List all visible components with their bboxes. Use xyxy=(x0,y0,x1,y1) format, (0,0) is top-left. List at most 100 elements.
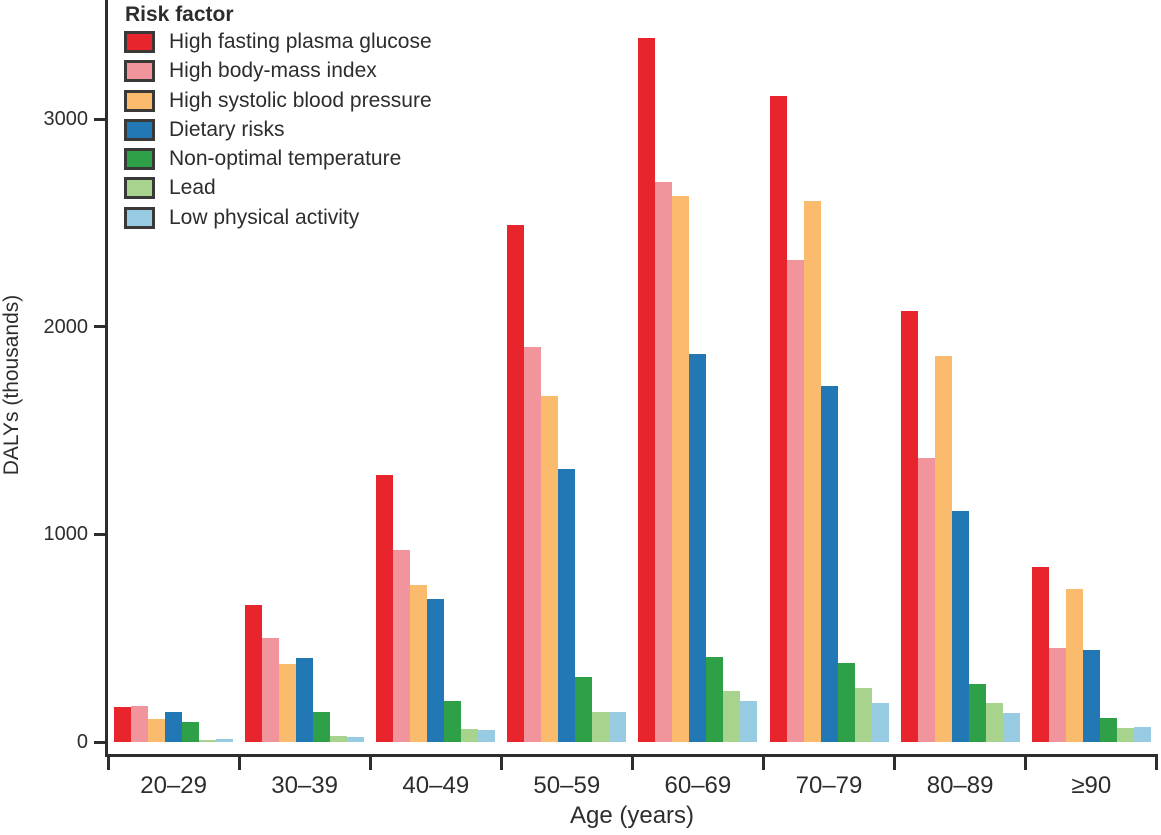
x-tick-label-70-79: 70–79 xyxy=(795,772,863,799)
bar-high-systolic-blood-pressure-70-79 xyxy=(803,201,821,742)
bar-non-optimal-temperature-80-89 xyxy=(968,684,986,742)
bar-low-physical-activity-50-59 xyxy=(609,712,627,742)
bar-high-fasting-plasma-glucose-90 xyxy=(1031,566,1049,742)
legend-item-high-fasting-plasma-glucose: High fasting plasma glucose xyxy=(124,30,432,53)
bar-high-body-mass-index-70-79 xyxy=(786,260,804,742)
bar-low-physical-activity-20-29 xyxy=(216,738,234,742)
x-axis-title: Age (years) xyxy=(569,802,695,829)
bar-non-optimal-temperature-40-49 xyxy=(444,701,462,742)
bar-group-50-59 xyxy=(501,0,632,742)
bar-high-body-mass-index-30-39 xyxy=(262,638,280,742)
x-tick-8 xyxy=(1155,754,1159,770)
legend-swatch-icon xyxy=(124,89,155,112)
legend-swatch-icon xyxy=(124,31,155,53)
x-tick-label-40-49: 40–49 xyxy=(402,772,470,799)
y-tick-label-1000: 1000 xyxy=(43,523,89,546)
legend-label: High systolic blood pressure xyxy=(169,88,432,112)
x-tick-label-50-59: 50–59 xyxy=(533,772,601,799)
bar-non-optimal-temperature-30-39 xyxy=(313,712,331,742)
legend-item-high-body-mass-index: High body-mass index xyxy=(124,59,432,83)
bar-group-90 xyxy=(1026,0,1157,742)
bar-lead-50-59 xyxy=(592,711,610,742)
bar-lead-30-39 xyxy=(330,736,348,742)
bar-high-fasting-plasma-glucose-70-79 xyxy=(769,96,787,742)
bar-group-20-29 xyxy=(108,0,239,742)
bar-lead-80-89 xyxy=(985,703,1003,742)
legend-swatch-icon xyxy=(124,177,155,200)
bar-low-physical-activity-70-79 xyxy=(871,702,889,742)
x-tick-label-30-39: 30–39 xyxy=(271,772,338,799)
bar-non-optimal-temperature-70-79 xyxy=(837,663,855,742)
legend-label: Lead xyxy=(169,176,216,200)
bar-lead-20-29 xyxy=(199,739,217,742)
bar-high-systolic-blood-pressure-30-39 xyxy=(279,664,297,742)
bar-dietary-risks-40-49 xyxy=(427,598,445,742)
x-tick-label-90: ≥90 xyxy=(1071,772,1112,799)
bar-high-fasting-plasma-glucose-80-89 xyxy=(900,311,918,742)
y-tick-label-2000: 2000 xyxy=(43,315,89,338)
bar-low-physical-activity-60-69 xyxy=(740,701,758,742)
y-axis-line xyxy=(105,0,108,756)
legend-label: Non-optimal temperature xyxy=(169,147,402,171)
bar-high-systolic-blood-pressure-20-29 xyxy=(148,719,166,742)
bar-dietary-risks-80-89 xyxy=(951,510,969,742)
bar-high-systolic-blood-pressure-90 xyxy=(1065,589,1083,742)
legend-item-non-optimal-temperature: Non-optimal temperature xyxy=(124,147,432,171)
x-tick-3 xyxy=(499,754,503,770)
y-tick-label-0: 0 xyxy=(76,731,88,753)
bar-lead-90 xyxy=(1116,727,1134,742)
y-tick-0 xyxy=(94,740,108,744)
x-tick-7 xyxy=(1024,754,1028,770)
legend-label: Low physical activity xyxy=(169,205,360,229)
bar-non-optimal-temperature-90 xyxy=(1099,717,1117,742)
x-tick-0 xyxy=(106,754,110,770)
bar-high-fasting-plasma-glucose-60-69 xyxy=(638,38,656,742)
bar-group-30-39 xyxy=(239,0,370,742)
legend-title: Risk factor xyxy=(125,3,234,26)
bar-non-optimal-temperature-60-69 xyxy=(706,656,724,742)
legend-swatch-icon xyxy=(124,206,155,229)
bar-dietary-risks-50-59 xyxy=(558,468,576,742)
legend-item-low-physical-activity: Low physical activity xyxy=(124,205,432,229)
legend-label: High body-mass index xyxy=(169,59,377,83)
legend-item-high-systolic-blood-pressure: High systolic blood pressure xyxy=(124,88,432,112)
bar-dietary-risks-60-69 xyxy=(689,353,707,742)
bar-high-body-mass-index-90 xyxy=(1048,647,1066,742)
bar-high-fasting-plasma-glucose-50-59 xyxy=(507,224,525,742)
bar-group-80-89 xyxy=(895,0,1026,742)
bar-lead-60-69 xyxy=(723,691,741,742)
x-tick-label-60-69: 60–69 xyxy=(664,772,732,799)
legend-swatch-icon xyxy=(124,148,155,171)
bar-lead-40-49 xyxy=(461,728,479,742)
x-tick-label-20-29: 20–29 xyxy=(140,772,207,799)
legend-items: High fasting plasma glucose High body-mas… xyxy=(124,30,432,229)
bar-non-optimal-temperature-50-59 xyxy=(575,676,593,742)
bar-low-physical-activity-30-39 xyxy=(347,737,365,742)
bar-high-fasting-plasma-glucose-30-39 xyxy=(245,604,263,742)
bar-dietary-risks-70-79 xyxy=(820,385,838,742)
bar-high-systolic-blood-pressure-60-69 xyxy=(672,195,690,742)
legend-label: Dietary risks xyxy=(169,117,285,141)
bar-high-body-mass-index-60-69 xyxy=(655,182,673,742)
bar-high-fasting-plasma-glucose-20-29 xyxy=(114,706,132,742)
bar-high-body-mass-index-20-29 xyxy=(131,705,149,742)
y-tick-3000 xyxy=(94,117,108,121)
bar-high-systolic-blood-pressure-50-59 xyxy=(541,396,559,742)
bar-dietary-risks-90 xyxy=(1082,649,1100,742)
x-tick-label-80-89: 80–89 xyxy=(926,772,994,799)
legend: Risk factor High fasting plasma glucose H… xyxy=(124,2,432,236)
bar-group-70-79 xyxy=(764,0,895,742)
bar-low-physical-activity-80-89 xyxy=(1002,712,1020,742)
bar-high-systolic-blood-pressure-40-49 xyxy=(410,585,428,742)
legend-item-lead: Lead xyxy=(124,176,432,200)
bar-dietary-risks-20-29 xyxy=(165,711,183,742)
bar-high-body-mass-index-50-59 xyxy=(524,347,542,742)
legend-swatch-icon xyxy=(124,118,155,141)
bar-high-body-mass-index-80-89 xyxy=(917,457,935,742)
legend-label: High fasting plasma glucose xyxy=(169,30,432,53)
bar-non-optimal-temperature-20-29 xyxy=(182,721,200,742)
legend-item-dietary-risks: Dietary risks xyxy=(124,117,432,141)
bar-dietary-risks-30-39 xyxy=(296,657,314,742)
bar-high-fasting-plasma-glucose-40-49 xyxy=(376,475,394,742)
bar-low-physical-activity-90 xyxy=(1133,726,1151,742)
